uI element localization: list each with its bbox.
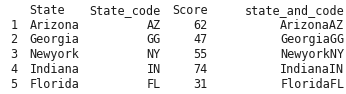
Text: 4: 4: [10, 63, 18, 76]
Text: AZ: AZ: [147, 19, 161, 32]
Text: 1: 1: [10, 19, 18, 32]
Text: Newyork: Newyork: [29, 48, 79, 61]
Text: Indiana: Indiana: [29, 63, 79, 76]
Text: 5: 5: [10, 78, 18, 91]
Text: GeorgiaGG: GeorgiaGG: [280, 33, 344, 46]
Text: Arizona: Arizona: [29, 19, 79, 32]
Text: 47: 47: [193, 33, 208, 46]
Text: IN: IN: [147, 63, 161, 76]
Text: Florida: Florida: [29, 78, 79, 91]
Text: Georgia: Georgia: [29, 33, 79, 46]
Text: NewyorkNY: NewyorkNY: [280, 48, 344, 61]
Text: IndianaIN: IndianaIN: [280, 63, 344, 76]
Text: GG: GG: [147, 33, 161, 46]
Text: state_and_code: state_and_code: [245, 4, 344, 17]
Text: 31: 31: [193, 78, 208, 91]
Text: State_code: State_code: [90, 4, 161, 17]
Text: 2: 2: [10, 33, 18, 46]
Text: NY: NY: [147, 48, 161, 61]
Text: ArizonaAZ: ArizonaAZ: [280, 19, 344, 32]
Text: 55: 55: [193, 48, 208, 61]
Text: 3: 3: [10, 48, 18, 61]
Text: Score: Score: [172, 4, 208, 17]
Text: State: State: [29, 4, 65, 17]
Text: FloridaFL: FloridaFL: [280, 78, 344, 91]
Text: 62: 62: [193, 19, 208, 32]
Text: 74: 74: [193, 63, 208, 76]
Text: FL: FL: [147, 78, 161, 91]
